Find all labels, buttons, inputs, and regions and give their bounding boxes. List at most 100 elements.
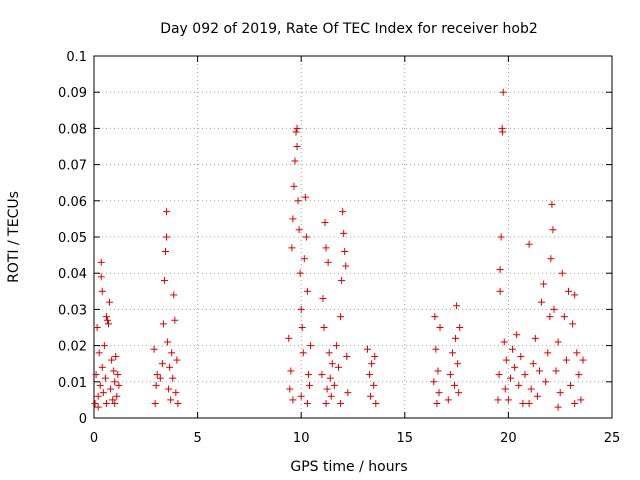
data-point [531, 334, 539, 342]
data-point [114, 371, 122, 379]
data-point [562, 356, 570, 364]
data-point [326, 374, 334, 382]
data-point [289, 396, 297, 404]
data-point [575, 371, 583, 379]
x-tick-label: 0 [90, 431, 98, 446]
data-point [454, 360, 462, 368]
data-point [502, 356, 510, 364]
data-point [328, 360, 336, 368]
data-point [97, 258, 105, 266]
data-point [525, 240, 533, 248]
data-point [150, 345, 158, 353]
data-point [307, 342, 315, 350]
data-point [94, 403, 102, 411]
data-point [341, 247, 349, 255]
data-point [304, 371, 312, 379]
data-point [161, 247, 169, 255]
data-point [560, 313, 568, 321]
data-point [338, 276, 346, 284]
data-point [366, 371, 374, 379]
data-point [564, 287, 572, 295]
data-point [319, 295, 327, 303]
data-point [103, 316, 111, 324]
data-point [285, 334, 293, 342]
data-point [158, 360, 166, 368]
data-point [538, 298, 546, 306]
data-point [546, 313, 554, 321]
data-point [513, 331, 521, 339]
y-tick-label: 0.03 [58, 303, 87, 318]
data-point [509, 345, 517, 353]
data-point [109, 396, 117, 404]
data-point [163, 233, 171, 241]
y-tick-label: 0.1 [66, 50, 87, 65]
y-tick-label: 0.09 [58, 86, 87, 101]
data-point [305, 381, 313, 389]
x-tick-label: 15 [397, 431, 414, 446]
data-point [368, 360, 376, 368]
data-point [533, 392, 541, 400]
data-point [296, 269, 304, 277]
data-point [511, 363, 519, 371]
data-point [101, 374, 109, 382]
data-point [303, 287, 311, 295]
data-point [102, 400, 110, 408]
y-tick-label: 0.08 [58, 122, 87, 137]
data-point [112, 352, 120, 360]
data-point [571, 291, 579, 299]
data-point [499, 88, 507, 96]
data-point [288, 244, 296, 252]
data-point [292, 128, 300, 136]
data-point [302, 233, 310, 241]
data-point [92, 371, 100, 379]
data-point [164, 338, 172, 346]
data-point [173, 356, 181, 364]
y-tick-label: 0.02 [58, 340, 87, 355]
data-point [455, 389, 463, 397]
data-point [519, 400, 527, 408]
data-point [521, 371, 529, 379]
data-point [371, 352, 379, 360]
data-point [452, 334, 460, 342]
data-point [323, 385, 331, 393]
data-point [322, 244, 330, 252]
x-axis-label: GPS time / hours [290, 459, 407, 475]
data-point [525, 400, 533, 408]
data-point [501, 385, 509, 393]
data-point [165, 385, 173, 393]
data-point [430, 378, 438, 386]
data-point [301, 193, 309, 201]
data-point [571, 400, 579, 408]
chart-title: Day 092 of 2019, Rate Of TEC Index for r… [160, 21, 538, 37]
data-point [96, 381, 104, 389]
data-point [337, 400, 345, 408]
data-point [448, 349, 456, 357]
y-tick-label: 0 [79, 412, 87, 427]
y-tick-label: 0.04 [58, 267, 87, 282]
data-point [169, 374, 177, 382]
data-point [506, 374, 514, 382]
data-point [334, 363, 342, 371]
data-point [547, 255, 555, 263]
data-point [298, 324, 306, 331]
data-point [151, 400, 159, 408]
data-point [174, 400, 182, 408]
data-point [297, 305, 305, 313]
y-tick-label: 0.06 [58, 195, 87, 210]
x-tick-label: 5 [193, 431, 201, 446]
data-point [95, 349, 103, 357]
data-point [91, 400, 99, 408]
data-point [573, 349, 581, 357]
data-point [287, 367, 295, 375]
data-point [535, 367, 543, 375]
data-point [293, 124, 301, 132]
data-point [500, 338, 508, 346]
data-point [153, 371, 161, 379]
data-point [552, 367, 560, 375]
data-point [444, 396, 452, 404]
data-point [435, 389, 443, 397]
data-point [100, 342, 108, 350]
data-point [93, 324, 101, 331]
data-point [344, 389, 352, 397]
